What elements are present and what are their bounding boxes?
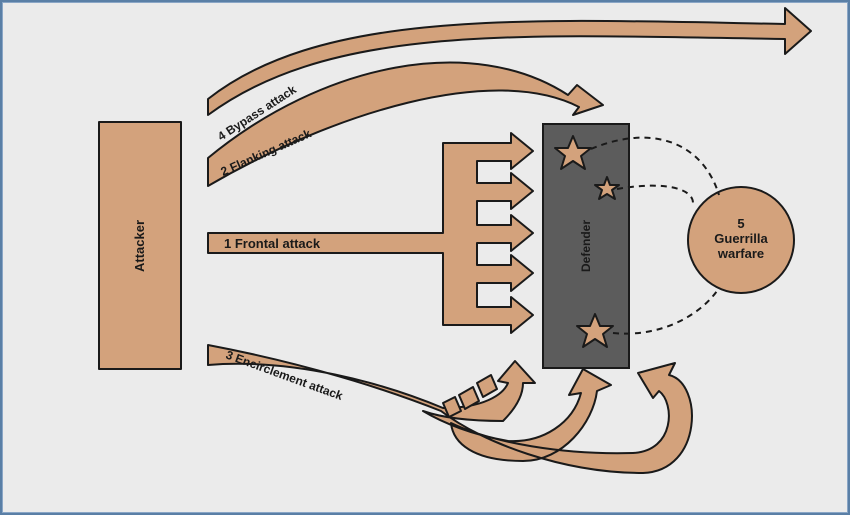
encirclement-block-1 [442,396,462,418]
star-icon [576,313,614,348]
guerrilla-dash-2 [616,184,694,204]
flanking-attack-arrow [207,61,604,187]
guerrilla-dash-3 [612,287,720,335]
attacker-block [98,121,182,370]
encirclement-block-3 [476,374,498,398]
star-icon [594,176,620,200]
frontal-attack-label: 1 Frontal attack [224,236,321,251]
attacker-label: Attacker [132,220,147,272]
guerrilla-dash-1 [590,136,720,196]
guerrilla-number: 5 [737,216,744,231]
guerrilla-circle [687,186,795,294]
defender-label: Defender [579,220,593,272]
star-icon [554,135,592,170]
guerrilla-line1: Guerrilla [714,231,768,246]
encirclement-block-2 [458,386,480,410]
guerrilla-line2: warfare [717,246,764,261]
bypass-attack-arrow [207,7,812,116]
frontal-attack-arrow [207,132,534,334]
encirclement-attack-label: 3 Encirclement attack [224,348,345,403]
attack-strategies-diagram: Attacker Defender 5 Guerrilla warfare 1 … [98,7,812,474]
